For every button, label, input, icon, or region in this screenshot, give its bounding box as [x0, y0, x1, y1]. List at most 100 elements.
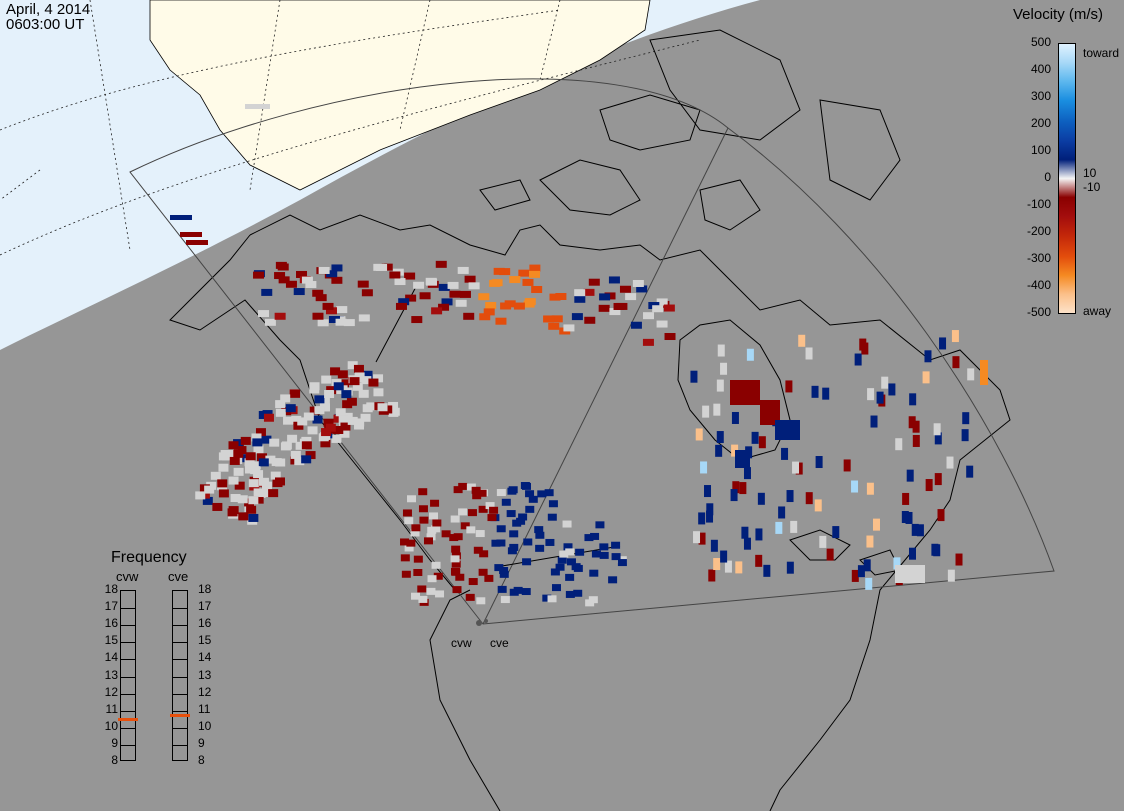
radar-cell [362, 370, 373, 379]
radar-cell [413, 555, 423, 563]
radar-cell [419, 292, 431, 300]
frequency-tick: 14 [198, 650, 212, 665]
radar-cell [656, 298, 668, 306]
frequency-tick: 14 [104, 650, 118, 665]
radar-cell [611, 553, 621, 561]
radar-cell [314, 406, 325, 415]
radar-cell [349, 377, 360, 386]
radar-cell [537, 490, 547, 498]
radar-cell [283, 416, 294, 425]
radar-cell [525, 505, 535, 513]
radar-cell [271, 458, 282, 467]
radar-cell [499, 570, 509, 578]
radar-cell [407, 495, 417, 503]
radar-cell [234, 481, 245, 490]
radar-cell [325, 307, 337, 315]
radar-cell [228, 476, 239, 485]
radar-cell [331, 264, 343, 272]
radar-cell [285, 280, 297, 288]
radar-cell [962, 412, 970, 425]
away-label: away [1083, 304, 1112, 318]
radar-cell [717, 344, 725, 357]
radar-cell [544, 489, 554, 497]
radar-cell [656, 320, 668, 328]
radar-cell [248, 496, 259, 505]
toward-label: toward [1083, 46, 1120, 60]
radar-cell [706, 503, 714, 516]
radar-cell [459, 290, 471, 298]
radar-cell [297, 417, 308, 426]
radar-cell [265, 455, 276, 464]
frequency-gridline [173, 727, 187, 729]
radar-cell [866, 482, 874, 495]
radar-cell [478, 505, 488, 513]
radar-cell [489, 279, 501, 287]
radar-cell [906, 469, 914, 482]
radar-cell [494, 564, 504, 572]
radar-cell [389, 271, 401, 279]
radar-cell [312, 312, 324, 320]
radar-cell [611, 541, 621, 549]
radar-cell [360, 413, 371, 422]
radar-cell [394, 278, 406, 286]
radar-cell [468, 282, 480, 290]
radar-cell [285, 404, 296, 413]
radar-cell [468, 578, 478, 586]
radar-cell [333, 414, 344, 423]
radar-cell [180, 232, 202, 237]
radar-cell [423, 537, 433, 545]
radar-cell [431, 561, 441, 569]
radar-cell [730, 380, 760, 405]
radar-cell [961, 429, 969, 442]
great-lakes [789, 529, 901, 576]
velocity-tick: 500 [1030, 35, 1051, 49]
radar-cell [309, 382, 320, 391]
radar-cell [523, 538, 533, 546]
radar-cell [792, 461, 800, 474]
radar-cell [495, 317, 507, 325]
radar-cell [410, 529, 420, 537]
radar-cell [413, 281, 425, 289]
radar-cell [805, 347, 813, 360]
radar-cell [449, 534, 459, 542]
radar-cell [710, 539, 718, 552]
radar-cell [458, 482, 468, 490]
radar-cell [551, 315, 563, 323]
radar-cell [595, 521, 605, 529]
radar-cell [323, 418, 334, 427]
radar-cell [775, 420, 800, 440]
frequency-gridline [121, 693, 135, 695]
radar-cell [566, 558, 576, 566]
radar-cell [457, 266, 469, 274]
radar-cell [590, 532, 600, 540]
radar-cells [170, 104, 988, 607]
radar-cell [274, 272, 286, 280]
radar-cell [358, 314, 370, 322]
radar-cell [296, 270, 308, 278]
radar-cell [246, 505, 257, 514]
radar-cell [518, 513, 528, 521]
frequency-tick: 15 [104, 633, 118, 648]
station-label-cvw: cvw [116, 569, 139, 584]
radar-cell [521, 588, 531, 596]
radar-cell [326, 270, 338, 278]
radar-cell [720, 550, 728, 563]
radar-cell [274, 477, 285, 486]
radar-cell [335, 318, 347, 326]
radar-cell [751, 431, 759, 444]
radar-cell [404, 272, 416, 280]
radar-cell [318, 266, 330, 274]
arctic-islands [479, 29, 901, 231]
radar-cell [763, 564, 771, 577]
radar-cell [518, 269, 530, 277]
radar-cell [217, 479, 228, 488]
radar-cell [908, 547, 916, 560]
radar-cell [487, 514, 497, 522]
radar-cell [811, 385, 819, 398]
site-label-cve: cve [490, 636, 509, 650]
radar-cell [325, 423, 336, 432]
radar-cell [757, 492, 765, 505]
site-label-cvw: cvw [451, 636, 472, 650]
radar-cell [698, 532, 706, 545]
radar-cell [489, 506, 499, 514]
